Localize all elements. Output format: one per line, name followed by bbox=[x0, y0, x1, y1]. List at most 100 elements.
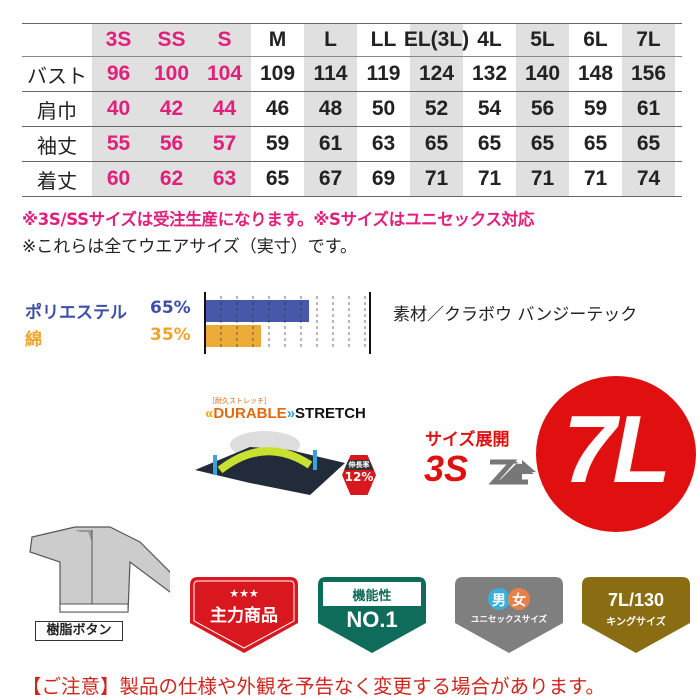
table-cell: 124 bbox=[410, 57, 463, 91]
fabric-label: 素材／クラボウ バンジーテック bbox=[393, 305, 638, 325]
table-cell: 74 bbox=[622, 162, 675, 196]
table-row: 肩巾 40 42 44 46 48 50 52 54 56 59 61 bbox=[22, 92, 682, 127]
size-header: 3S bbox=[92, 24, 145, 56]
size-header: S bbox=[198, 24, 251, 56]
table-cell: 100 bbox=[145, 57, 198, 91]
stretch-title-stretch: STRETCH bbox=[295, 405, 366, 422]
button-material-label: 樹脂ボタン bbox=[35, 621, 123, 641]
size-header: SS bbox=[145, 24, 198, 56]
badge-text: NO.1 bbox=[346, 607, 398, 632]
chevron-icon: » bbox=[286, 405, 296, 422]
female-icon: 女 bbox=[512, 593, 526, 609]
table-row: 袖丈 55 56 57 59 61 63 65 65 65 65 65 bbox=[22, 127, 682, 162]
table-cell: 71 bbox=[516, 162, 569, 196]
badge-text: ユニセックスサイズ bbox=[471, 615, 547, 625]
table-cell: 54 bbox=[477, 97, 502, 120]
table-cell: 104 bbox=[198, 57, 251, 91]
table-cell: 140 bbox=[516, 57, 569, 91]
size-header: LL bbox=[370, 28, 397, 51]
stretch-rate-value: 12% bbox=[344, 470, 374, 484]
size-table: 3S SS S M L LL EL(3L) 4L 5L 6L 7L バスト 96 100 104 109 11… bbox=[22, 23, 682, 197]
table-cell: 57 bbox=[198, 127, 251, 161]
size-range-circle bbox=[536, 376, 696, 532]
table-cell: 71 bbox=[477, 167, 502, 190]
table-cell: 50 bbox=[371, 97, 396, 120]
table-cell: 65 bbox=[516, 127, 569, 161]
material-bar bbox=[205, 300, 309, 322]
size-header-row: 3S SS S M L LL EL(3L) 4L 5L 6L 7L bbox=[22, 23, 682, 57]
size-range-to: 7L bbox=[562, 396, 671, 503]
table-cell: 63 bbox=[371, 132, 396, 155]
table-cell: 109 bbox=[259, 62, 296, 85]
table-row: 着丈 60 62 63 65 67 69 71 71 71 71 74 bbox=[22, 162, 682, 197]
table-cell: 63 bbox=[198, 162, 251, 196]
material-polyester-name: ポリエステル bbox=[25, 303, 127, 323]
row-label: バスト bbox=[27, 63, 87, 88]
table-cell: 42 bbox=[145, 92, 198, 126]
table-cell: 67 bbox=[304, 162, 357, 196]
badge-top-text: 7L/130 bbox=[607, 590, 665, 610]
table-cell: 156 bbox=[622, 57, 675, 91]
size-range-from: 3S bbox=[424, 448, 469, 489]
stretch-sub: ［耐久ストレッチ］ bbox=[208, 397, 271, 405]
table-cell: 71 bbox=[583, 167, 608, 190]
table-cell: 65 bbox=[410, 127, 463, 161]
size-header: M bbox=[268, 28, 287, 51]
male-icon: 男 bbox=[492, 593, 506, 609]
table-cell: 71 bbox=[410, 162, 463, 196]
row-label: 肩巾 bbox=[37, 98, 77, 123]
badge-unisex: 男 女 ユニセックスサイズ bbox=[455, 577, 563, 653]
badge-text: キングサイズ bbox=[606, 617, 666, 628]
chevron-icon: « bbox=[205, 405, 214, 422]
badge-function-no1: 機能性 NO.1 bbox=[318, 577, 426, 653]
stretch-title-durable: DURABLE bbox=[213, 405, 287, 422]
size-note: ※これらは全てウエアサイズ（実寸）です。 bbox=[22, 237, 358, 257]
material-cotton-percent: 35% bbox=[150, 325, 191, 345]
size-header: EL(3L) bbox=[404, 24, 469, 56]
table-cell: 56 bbox=[145, 127, 198, 161]
table-cell: 46 bbox=[265, 97, 290, 120]
arrow-icon bbox=[488, 459, 536, 485]
table-cell: 62 bbox=[145, 162, 198, 196]
badge-main-product: ★★★ 主力商品 bbox=[190, 577, 298, 653]
table-cell: 48 bbox=[304, 92, 357, 126]
table-cell: 59 bbox=[583, 97, 608, 120]
table-cell: 65 bbox=[265, 167, 290, 190]
table-row: バスト 96 100 104 109 114 119 124 132 140 148 156 bbox=[22, 57, 682, 92]
table-cell: 59 bbox=[265, 132, 290, 155]
table-cell: 114 bbox=[304, 57, 357, 91]
table-cell: 132 bbox=[471, 62, 508, 85]
stretch-rate-label: 伸長率 bbox=[342, 460, 376, 470]
size-header: 5L bbox=[516, 24, 569, 56]
table-cell: 60 bbox=[92, 162, 145, 196]
row-label: 袖丈 bbox=[37, 133, 77, 158]
table-cell: 61 bbox=[304, 127, 357, 161]
size-header: 4L bbox=[477, 28, 502, 51]
table-cell: 65 bbox=[583, 132, 608, 155]
table-cell: 40 bbox=[92, 92, 145, 126]
material-bar bbox=[205, 325, 261, 347]
table-cell: 69 bbox=[371, 167, 396, 190]
table-cell: 96 bbox=[92, 57, 145, 91]
material-polyester-percent: 65% bbox=[150, 298, 191, 318]
table-cell: 119 bbox=[366, 62, 401, 85]
table-cell: 148 bbox=[577, 62, 614, 85]
stretch-logo: «DURABLE»STRETCH bbox=[205, 405, 366, 422]
size-header: 7L bbox=[622, 24, 675, 56]
caution-note: 【ご注意】製品の仕様や外観を予告なく変更する場合があります。 bbox=[22, 675, 606, 698]
size-range-label: サイズ展開 bbox=[425, 430, 510, 450]
badge-top-text: 機能性 bbox=[352, 589, 392, 604]
badge-king-size: 7L/130 キングサイズ bbox=[582, 577, 690, 653]
table-cell: 44 bbox=[198, 92, 251, 126]
table-cell: 61 bbox=[622, 92, 675, 126]
table-cell: 65 bbox=[477, 132, 502, 155]
table-cell: 52 bbox=[410, 92, 463, 126]
order-note: ※3S/SSサイズは受注生産になります。※Sサイズはユニセックス対応 bbox=[22, 210, 535, 229]
size-header: 6L bbox=[583, 28, 608, 51]
stars-icon: ★★★ bbox=[229, 587, 259, 600]
row-label: 着丈 bbox=[37, 168, 77, 193]
size-header: L bbox=[304, 24, 357, 56]
fabric-stretch-illustration bbox=[195, 431, 345, 495]
table-cell: 55 bbox=[92, 127, 145, 161]
badge-text: 主力商品 bbox=[210, 606, 278, 626]
